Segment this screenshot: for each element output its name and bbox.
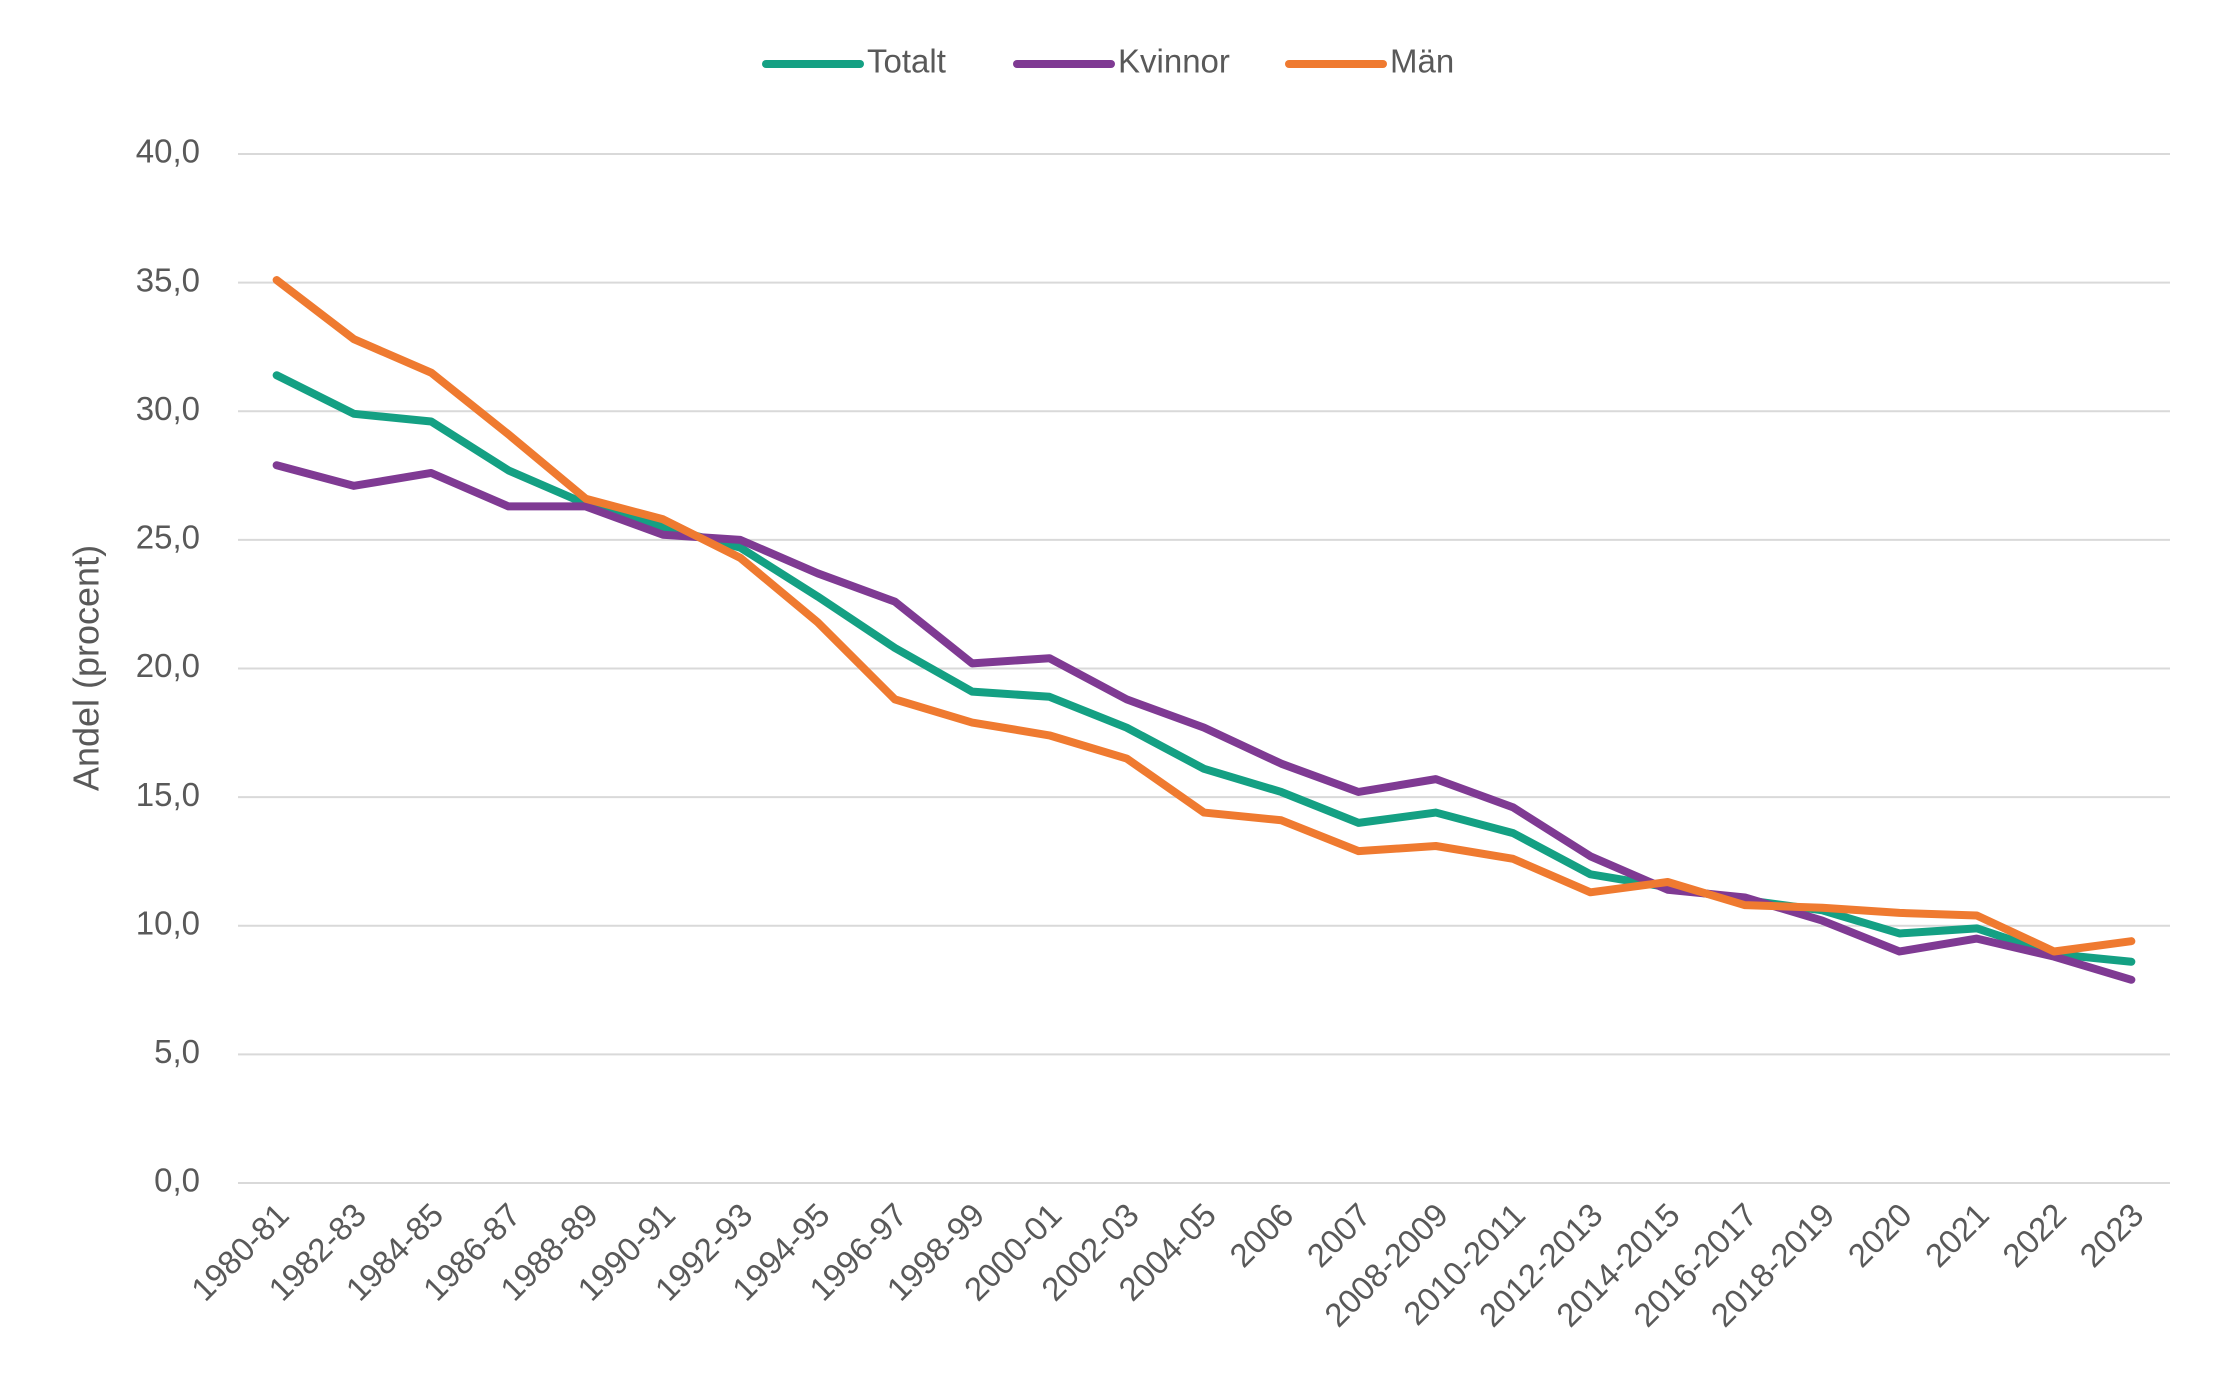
y-tick-label: 35,0 xyxy=(136,261,200,298)
y-tick-label: 20,0 xyxy=(136,647,200,684)
y-tick-label: 30,0 xyxy=(136,390,200,427)
y-axis-title: Andel (procent) xyxy=(66,545,107,791)
legend-label: Kvinnor xyxy=(1118,43,1230,80)
y-tick-label: 15,0 xyxy=(136,776,200,813)
y-tick-label: 25,0 xyxy=(136,519,200,556)
legend-label: Män xyxy=(1390,43,1454,80)
y-tick-label: 0,0 xyxy=(154,1162,200,1199)
legend-label: Totalt xyxy=(867,43,946,80)
line-series xyxy=(272,461,2136,984)
line-series xyxy=(272,276,2136,956)
y-tick-label: 10,0 xyxy=(136,904,200,941)
y-tick-label: 5,0 xyxy=(154,1033,200,1070)
y-tick-label: 40,0 xyxy=(136,133,200,170)
